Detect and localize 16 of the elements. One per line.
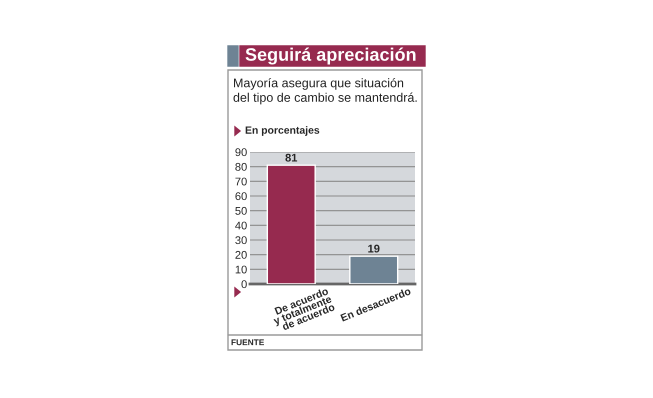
y-axis-title: En porcentajes <box>246 126 320 136</box>
text: FUENTE <box>232 339 264 346</box>
y-tick-label: 40 <box>235 222 247 230</box>
data-label: 19 <box>368 244 380 253</box>
y-tick-label: 70 <box>235 178 247 186</box>
y-tick-label: 50 <box>235 206 247 215</box>
y-tick-label: 0 <box>241 280 247 288</box>
y-tick-label: 60 <box>235 192 247 200</box>
y-tick-label: 20 <box>235 250 247 259</box>
y-tick-label: 80 <box>235 162 247 171</box>
y-tick-label: 30 <box>235 236 247 244</box>
chart-title: Seguirá apreciación <box>246 47 416 65</box>
chart-subtitle: Mayoría asegura que situación del tipo de cambio se mantendrá. <box>234 78 417 104</box>
data-label: 81 <box>285 154 298 162</box>
y-tick-label: 10 <box>236 266 247 274</box>
y-tick-label: 90 <box>235 148 247 156</box>
